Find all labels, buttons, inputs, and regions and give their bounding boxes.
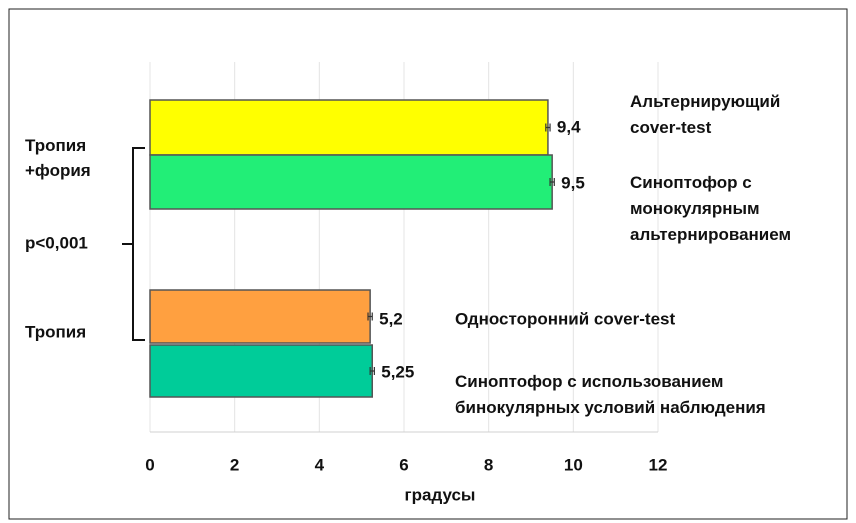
group-label: Тропия +фория [25, 136, 91, 180]
annotation: p<0,001 [25, 233, 88, 252]
x-tick-label: 4 [315, 455, 325, 474]
bracket [122, 147, 145, 341]
bar [149, 344, 373, 398]
group-label: Тропия [25, 322, 86, 341]
bar [149, 154, 553, 210]
error-bar [549, 178, 555, 186]
category-label: Односторонний cover-test [455, 309, 675, 328]
bar [149, 289, 371, 344]
x-axis-label: градусы [405, 485, 476, 504]
bar [149, 99, 549, 156]
error-bar [545, 123, 551, 132]
value-label: 9,4 [557, 117, 581, 136]
frame [8, 8, 848, 520]
error-bar [369, 367, 375, 375]
category-label: Альтернирующий cover-test [630, 92, 780, 137]
value-label: 5,25 [381, 362, 414, 381]
value-label: 5,2 [379, 309, 403, 328]
x-tick-label: 0 [145, 455, 154, 474]
x-tick-label: 10 [564, 455, 583, 474]
value-label: 9,5 [561, 173, 585, 192]
error-bar [367, 312, 373, 321]
x-tick-label: 2 [230, 455, 239, 474]
x-tick-label: 12 [649, 455, 668, 474]
category-label: Синоптофор с монокулярным альтернированием [630, 173, 791, 244]
category-label: Синоптофор с использованием бинокулярных … [455, 372, 766, 417]
x-tick-label: 8 [484, 455, 493, 474]
x-tick-label: 6 [399, 455, 408, 474]
